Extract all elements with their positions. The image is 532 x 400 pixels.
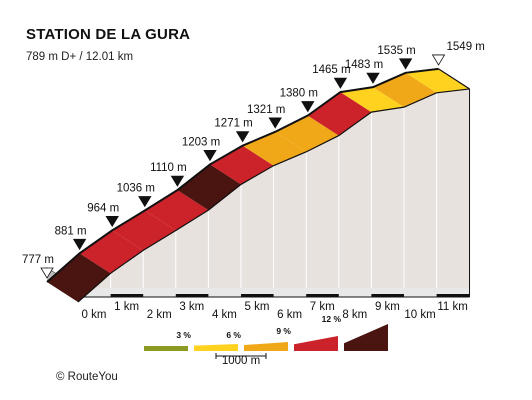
elevation-label-4: 1110 m (150, 162, 187, 174)
elevation-marker-3 (138, 196, 152, 208)
elevation-label-6: 1271 m (214, 118, 252, 130)
km-label-11: 11 km (437, 301, 467, 313)
elevation-label-10: 1483 m (345, 59, 383, 71)
profile-segment-9 (307, 92, 372, 136)
legend-label-2: 6 % (226, 330, 241, 340)
profile-segment-7 (242, 131, 307, 166)
legend-swatch-4 (344, 324, 388, 351)
elevation-label-2: 964 m (87, 202, 119, 214)
km-label-2: 2 km (147, 309, 172, 321)
km-label-6: 6 km (277, 309, 302, 321)
km-label-9: 9 km (375, 301, 400, 313)
profile-segment-11 (373, 72, 437, 108)
legend-scale-label: 1000 m (222, 355, 260, 367)
km-marker-3 (175, 294, 209, 297)
km-marker-11 (436, 294, 470, 297)
km-label-1: 1 km (114, 301, 139, 313)
elevation-marker-10 (366, 72, 380, 84)
legend-label-3: 9 % (276, 326, 291, 336)
km-marker-1 (110, 294, 144, 297)
km-label-0: 0 km (82, 309, 107, 321)
elevation-marker-9 (333, 77, 348, 89)
legend-swatch-2 (244, 342, 288, 351)
legend-swatch-3 (294, 336, 338, 351)
km-label-5: 5 km (245, 301, 270, 313)
legend-label-4: 12 % (322, 314, 342, 324)
km-label-3: 3 km (179, 301, 204, 313)
km-label-7: 7 km (310, 301, 335, 313)
elevation-marker-4 (170, 175, 185, 187)
elevation-marker-7 (268, 117, 282, 129)
legend-swatch-0 (144, 346, 188, 351)
legend-swatch-1 (194, 344, 238, 351)
km-marker-7 (306, 294, 339, 297)
profile-segment-4 (144, 190, 209, 231)
elevation-marker-2 (105, 215, 119, 228)
chart-subtitle: 789 m D+ / 12.01 km (26, 51, 134, 63)
elevation-marker-8 (301, 101, 315, 113)
km-label-4: 4 km (212, 309, 237, 321)
elevation-label-7: 1321 m (247, 104, 285, 116)
elevation-label-0: 777 m (22, 254, 54, 266)
elevation-marker-6 (235, 131, 250, 143)
elevation-marker-5 (203, 150, 217, 162)
profile-segment-3 (112, 210, 176, 251)
elevation-label-11: 1535 m (377, 45, 415, 57)
routeyou-credit: © RouteYou (56, 371, 118, 383)
elevation-label-3: 1036 m (117, 183, 155, 195)
profile-segment-1 (47, 253, 111, 302)
elevation-marker-0 (40, 267, 54, 279)
km-label-10: 10 km (404, 309, 435, 321)
profile-front-edge (77, 88, 470, 303)
elevation-label-12: 1549 m (447, 41, 485, 53)
profile-segment-10 (340, 87, 404, 113)
elevation-marker-11 (398, 58, 413, 70)
profile-segment-5 (177, 164, 241, 211)
elevation-marker-1 (72, 238, 87, 251)
elevation-label-8: 1380 m (280, 88, 318, 100)
elevation-label-9: 1465 m (312, 64, 350, 76)
profile-right-edge (438, 68, 470, 90)
elevation-label-1: 881 m (55, 225, 87, 237)
elevation-marker-12 (431, 54, 446, 66)
legend-label-1: 3 % (176, 330, 191, 340)
km-label-8: 8 km (342, 309, 367, 321)
profile-back-edge (46, 67, 439, 283)
profile-segment-2 (79, 230, 144, 274)
km-marker-9 (371, 294, 404, 297)
elevation-label-5: 1203 m (182, 136, 220, 148)
profile-segment-12 (405, 68, 470, 93)
km-marker-5 (241, 294, 274, 297)
chart-title: STATION DE LA GURA (26, 26, 191, 43)
